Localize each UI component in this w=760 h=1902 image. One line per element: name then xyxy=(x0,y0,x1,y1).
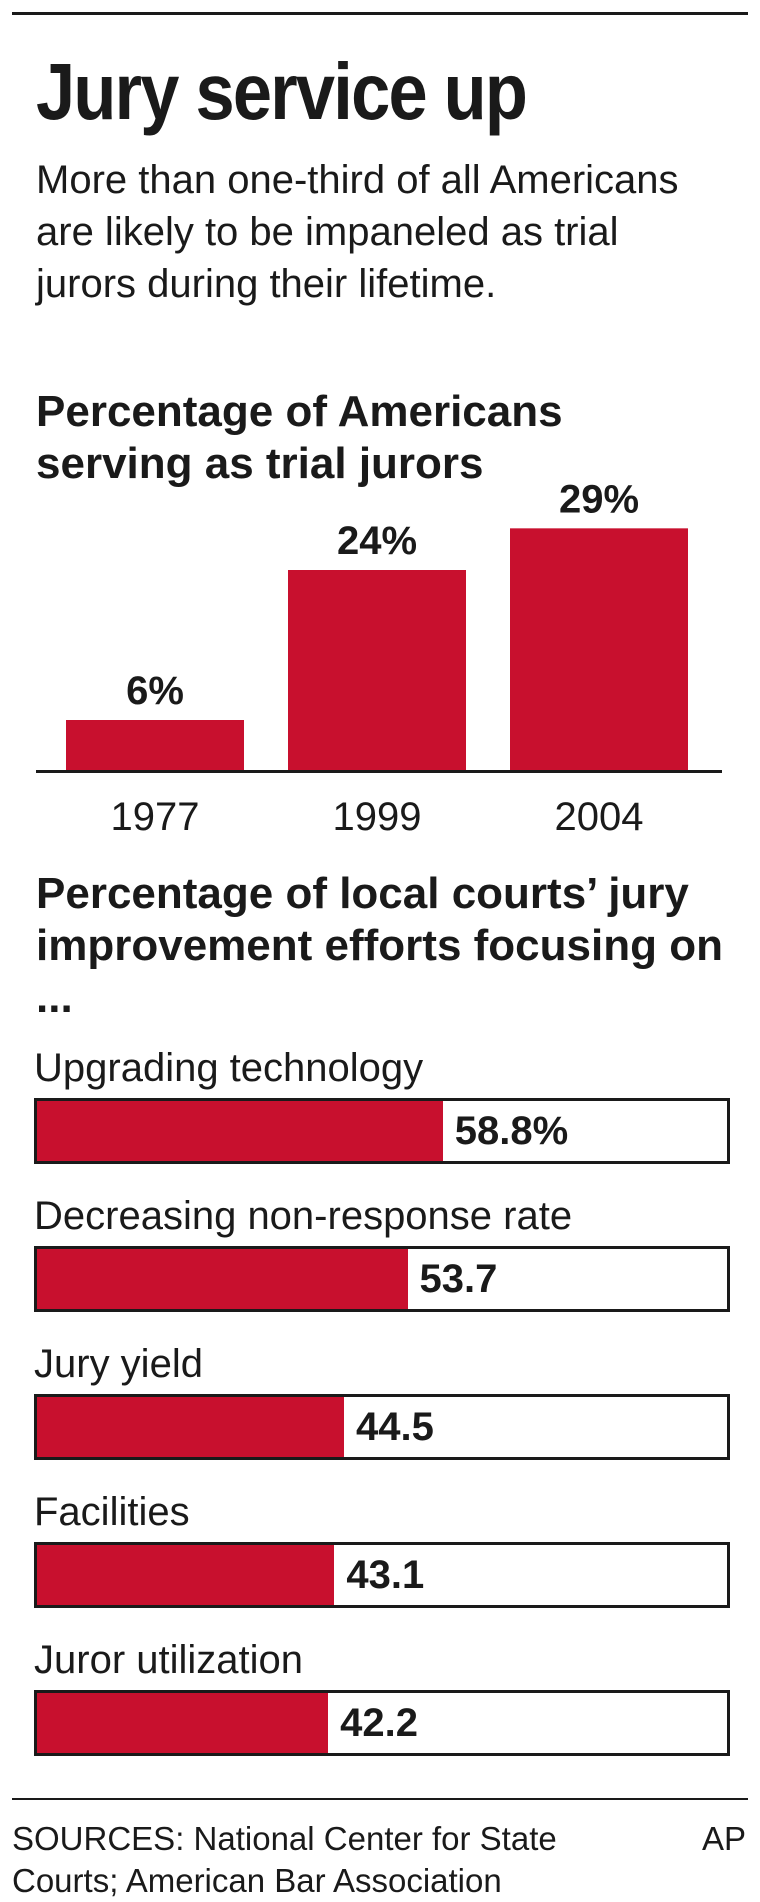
bar-fill xyxy=(37,1249,408,1309)
bar-value-label: 53.7 xyxy=(419,1257,498,1301)
bar-row: Upgrading technology 58.8% xyxy=(34,1044,730,1164)
bar-category-label: Decreasing non-response rate xyxy=(34,1194,573,1238)
headline: Jury service up xyxy=(36,47,528,136)
bar-chart-title: Percentage of local courts’ jury improve… xyxy=(36,869,723,1022)
column-chart-title: Percentage of Americans serving as trial… xyxy=(36,387,563,488)
column-value-label: 24% xyxy=(337,519,417,563)
bar-fill xyxy=(37,1545,335,1605)
bar-fill xyxy=(37,1397,345,1457)
bar-row: Decreasing non-response rate 53.7 xyxy=(34,1192,730,1312)
column-category-label: 1999 xyxy=(333,795,422,839)
bar-category-label: Jury yield xyxy=(34,1342,203,1386)
bar-value-label: 44.5 xyxy=(356,1405,434,1449)
column-bar xyxy=(510,528,688,770)
bar-category-label: Upgrading technology xyxy=(34,1046,424,1090)
bottom-rule xyxy=(12,1798,748,1800)
bar-track: 53.7 xyxy=(34,1246,730,1312)
bar-track: 58.8% xyxy=(34,1098,730,1164)
bar-category-label: Juror utilization xyxy=(34,1638,304,1682)
column-value-label: 6% xyxy=(126,669,184,713)
bar-track: 44.5 xyxy=(34,1394,730,1460)
credit: AP xyxy=(701,1820,746,1857)
bar-track: 42.2 xyxy=(34,1690,730,1756)
source-note: SOURCES: National Center for State Court… xyxy=(12,1820,557,1899)
column-category-label: 2004 xyxy=(555,795,644,839)
bar-row: Juror utilization 42.2 xyxy=(34,1636,730,1756)
bar-row: Facilities 43.1 xyxy=(34,1488,730,1608)
bar-value-label: 42.2 xyxy=(340,1701,419,1745)
column-bar xyxy=(288,570,466,770)
bar-track: 43.1 xyxy=(34,1542,730,1608)
bar-value-label: 43.1 xyxy=(346,1553,425,1597)
subhead: More than one-third of all Americans are… xyxy=(36,158,679,306)
column-bar xyxy=(66,720,244,770)
column-value-label: 29% xyxy=(559,477,639,521)
top-rule xyxy=(12,12,748,15)
column-chart: 6% 1977 24% 1999 29% 2004 xyxy=(36,477,722,839)
bar-value-label: 58.8% xyxy=(454,1109,569,1153)
column-category-label: 1977 xyxy=(111,795,200,839)
bar-row: Jury yield 44.5 xyxy=(34,1340,730,1460)
bar-fill xyxy=(37,1693,329,1753)
bar-fill xyxy=(37,1101,443,1161)
bar-category-label: Facilities xyxy=(34,1490,190,1534)
